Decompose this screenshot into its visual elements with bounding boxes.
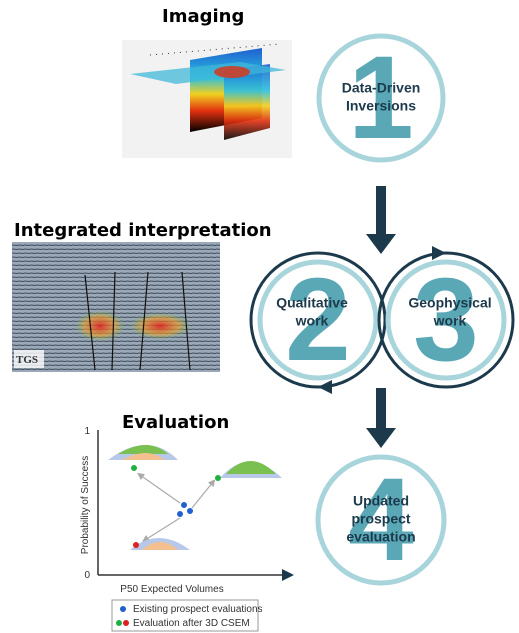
step-label: Updated prospect evaluation xyxy=(346,493,415,545)
seismic-image: TGS xyxy=(12,242,220,372)
step-label-line: Data-Driven xyxy=(342,80,421,96)
step-label-line: Updated xyxy=(353,493,409,509)
step-label-line: evaluation xyxy=(346,529,415,545)
step-label-line: work xyxy=(433,313,467,329)
step-label: Qualitative work xyxy=(276,295,348,329)
step-circle xyxy=(316,33,446,163)
y-axis-label: Probability of Success xyxy=(80,456,91,554)
legend-entry: Existing prospect evaluations xyxy=(133,604,263,615)
step-label-line: work xyxy=(295,313,329,329)
step-number: 3 xyxy=(413,254,479,386)
step-number: 2 xyxy=(285,254,351,386)
imaging-image xyxy=(122,40,292,158)
x-axis-label: P50 Expected Volumes xyxy=(120,584,223,595)
step-number: 4 xyxy=(348,454,414,586)
step-label: Data-Driven Inversions xyxy=(342,80,421,114)
step-label-line: prospect xyxy=(351,511,410,527)
heading: Imaging xyxy=(162,6,244,27)
y-tick-label: 0 xyxy=(84,570,90,581)
evaluation-chart: 1 0 Probability of Success P50 Expected … xyxy=(80,426,294,632)
heading: Integrated interpretation xyxy=(14,220,272,241)
y-tick-label: 1 xyxy=(84,426,90,437)
step-label-line: Qualitative xyxy=(276,295,348,311)
step-label: Geophysical work xyxy=(408,295,491,329)
step-label-line: Inversions xyxy=(346,98,416,114)
step-number: 1 xyxy=(348,32,414,164)
logo: TGS xyxy=(16,354,38,366)
step-label-line: Geophysical xyxy=(408,295,491,311)
step-circle xyxy=(315,454,447,586)
heading: Evaluation xyxy=(122,412,229,433)
legend-entry: Evaluation after 3D CSEM xyxy=(133,618,250,629)
